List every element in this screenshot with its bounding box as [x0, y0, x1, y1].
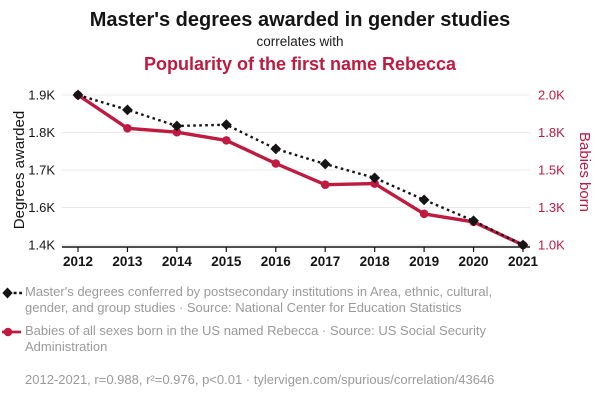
circle-marker [419, 209, 429, 219]
legend-entry-babies: Babies of all sexes born in the US named… [2, 323, 562, 355]
x-axis-year-label: 2014 [162, 254, 193, 269]
left-axis-tick-label: 1.6K [28, 200, 55, 215]
right-axis-tick-label: 1.5K [538, 163, 565, 178]
x-axis-year-label: 2018 [360, 254, 391, 269]
x-axis-year-label: 2019 [409, 254, 439, 269]
series-line-dashed [77, 93, 524, 247]
x-axis-year-label: 2017 [310, 254, 340, 269]
circle-marker [123, 123, 132, 133]
circle-marker [271, 159, 281, 168]
diamond-marker [418, 194, 430, 206]
diamond-marker [517, 239, 529, 251]
circle-marker [222, 136, 231, 145]
diamond-marker [319, 158, 331, 170]
legend: Master's degrees conferred by postsecond… [2, 284, 562, 362]
chart-connector: correlates with [256, 34, 344, 49]
chart-subtitle: Popularity of the first name Rebecca [143, 53, 457, 74]
left-axis-tick-label: 1.4K [28, 238, 55, 253]
x-axis-year-label: 2021 [508, 254, 539, 269]
right-axis-tick-label: 1.3K [538, 200, 565, 215]
red-circle-line-icon [2, 327, 21, 337]
diamond-marker [72, 89, 84, 101]
legend-entry-label: Master's degrees conferred by postsecond… [25, 284, 493, 315]
left-axis-tick-label: 1.8K [28, 125, 55, 140]
right-axis-tick-label: 1.8K [538, 125, 565, 140]
legend-entry-label: Babies of all sexes born in the US named… [25, 323, 487, 354]
legend-entry-degrees: Master's degrees conferred by postsecond… [2, 284, 562, 316]
diamond-marker [171, 120, 183, 132]
x-axis-year-label: 2015 [211, 254, 242, 269]
left-axis-tick-label: 1.7K [28, 163, 55, 178]
x-axis-year-label: 2013 [112, 254, 143, 269]
header: Master's degrees awarded in gender studi… [0, 0, 600, 75]
x-axis-year-label: 2020 [459, 254, 489, 269]
diamond-marker [369, 172, 381, 184]
diamond-marker [468, 215, 479, 227]
right-axis-title: Babies born [576, 132, 593, 212]
chart-area: Degrees awarded Babies born 1.9K 2.0K 1.8K… [0, 80, 600, 280]
chart-title: Master's degrees awarded in gender studi… [89, 9, 511, 31]
right-axis-tick-label: 1.0K [538, 238, 565, 253]
diamond-marker [220, 119, 232, 131]
left-axis-tick-label: 1.9K [28, 88, 55, 103]
left-axis-title: Degrees awarded [11, 111, 28, 229]
circle-marker [320, 180, 330, 189]
circle-marker [370, 179, 379, 188]
circle-marker [172, 127, 182, 137]
correlation-chart: Degrees awarded Babies born 1.9K 2.0K 1.8K… [11, 88, 593, 270]
series-line-solid [77, 93, 524, 247]
stats-footer: 2012-2021, r=0.988, r²=0.976, p<0.01 · t… [25, 372, 495, 387]
diamond-marker [122, 104, 133, 116]
x-axis-year-label: 2016 [261, 254, 292, 269]
black-diamond-dashed-icon [2, 287, 22, 299]
right-axis-tick-label: 2.0K [538, 88, 565, 103]
diamond-marker [270, 143, 282, 155]
x-axis-year-label: 2012 [63, 254, 93, 269]
